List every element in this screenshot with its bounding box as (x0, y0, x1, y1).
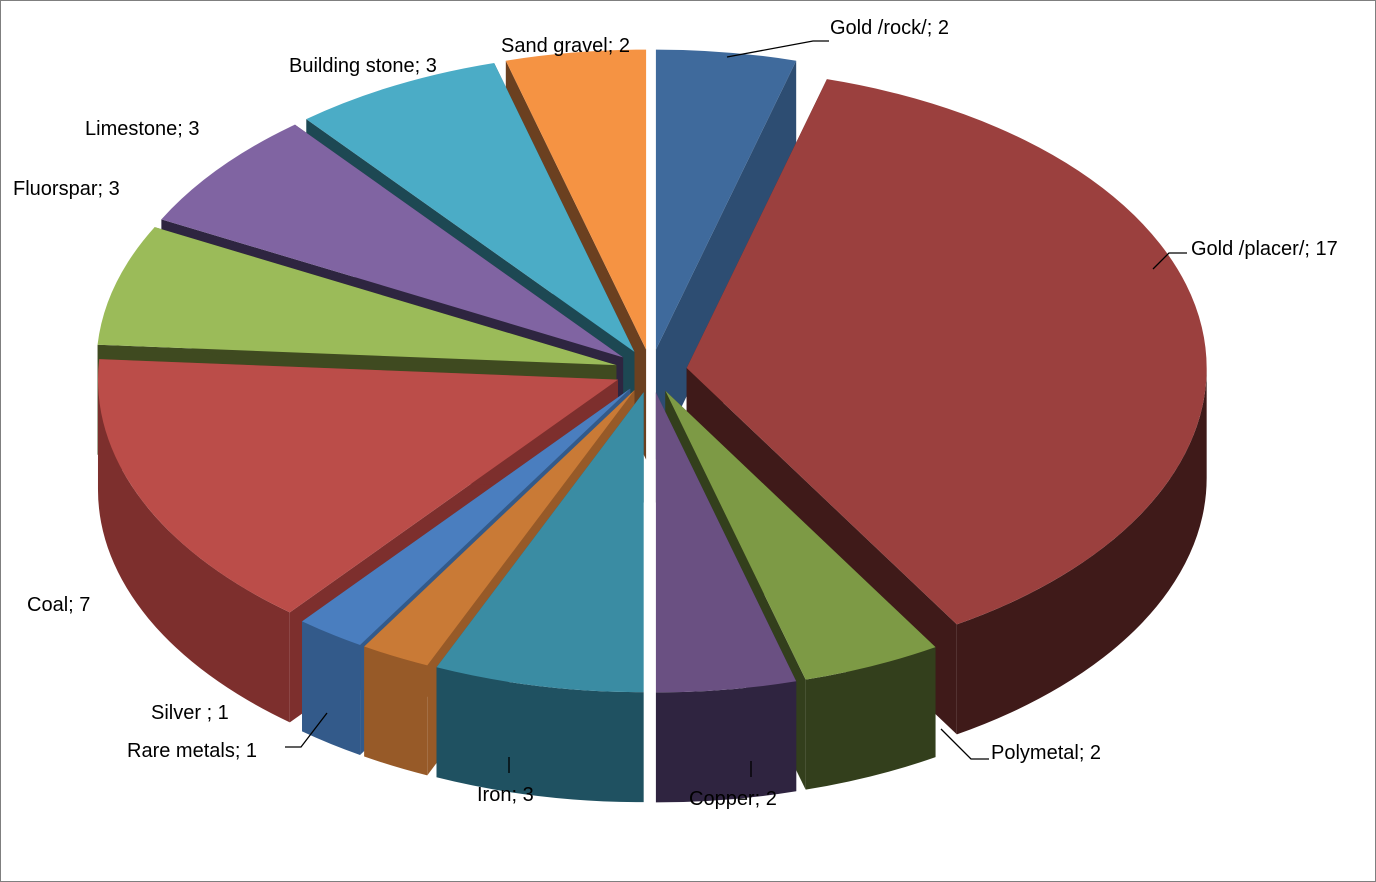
data-labels: Gold /rock/; 2 Gold /placer/; 17 Polymet… (13, 17, 1338, 810)
label-rare-metals: Rare metals; 1 (127, 740, 257, 762)
slice-building-stone-top (306, 62, 635, 352)
slice-coal-top (97, 359, 618, 613)
label-coal: Coal; 7 (27, 594, 90, 616)
label-fluorspar: Fluorspar; 3 (13, 178, 120, 200)
slice-copper-top (655, 392, 797, 693)
label-copper: Copper; 2 (689, 788, 777, 810)
slice-coal-outer-wall (97, 379, 290, 723)
slice-copper-outer-wall (655, 681, 797, 803)
label-silver: Silver ; 1 (151, 702, 229, 724)
slice-polymetal-outer-wall (805, 647, 936, 790)
label-limestone: Limestone; 3 (85, 118, 200, 140)
leader-gold-rock (726, 40, 829, 58)
slice-rare-metals-outer-wall (364, 646, 428, 776)
slice-rare-metals-top (364, 390, 635, 666)
leader-lines (285, 40, 1187, 777)
slice-iron-top (436, 392, 644, 693)
label-sand-gravel: Sand gravel; 2 (501, 35, 630, 57)
label-iron: Iron; 3 (477, 784, 534, 806)
label-gold-rock: Gold /rock/; 2 (830, 17, 949, 39)
leader-gold-placer (1152, 252, 1187, 270)
slice-iron-outer-wall (436, 667, 644, 803)
leader-rare-metals (285, 712, 328, 748)
slice-polymetal-top (665, 390, 936, 680)
slice-gold-rock-top (655, 49, 797, 350)
label-gold-placer: Gold /placer/; 17 (1191, 238, 1338, 260)
label-building-stone: Building stone; 3 (289, 55, 437, 77)
leader-polymetal (940, 728, 989, 760)
slice-silver-top (302, 388, 631, 645)
slice-limestone-top (161, 124, 624, 358)
pie-slices (97, 49, 1207, 803)
slice-rare-metals-wall-end (364, 390, 635, 757)
slice-fluorspar-top (97, 227, 617, 366)
slice-silver-outer-wall (302, 621, 361, 755)
slice-gold-placer-outer-wall (956, 368, 1207, 735)
label-polymetal: Polymetal; 2 (991, 742, 1101, 764)
slice-sand-gravel-top (505, 49, 647, 350)
slice-gold-placer-top (686, 79, 1207, 625)
